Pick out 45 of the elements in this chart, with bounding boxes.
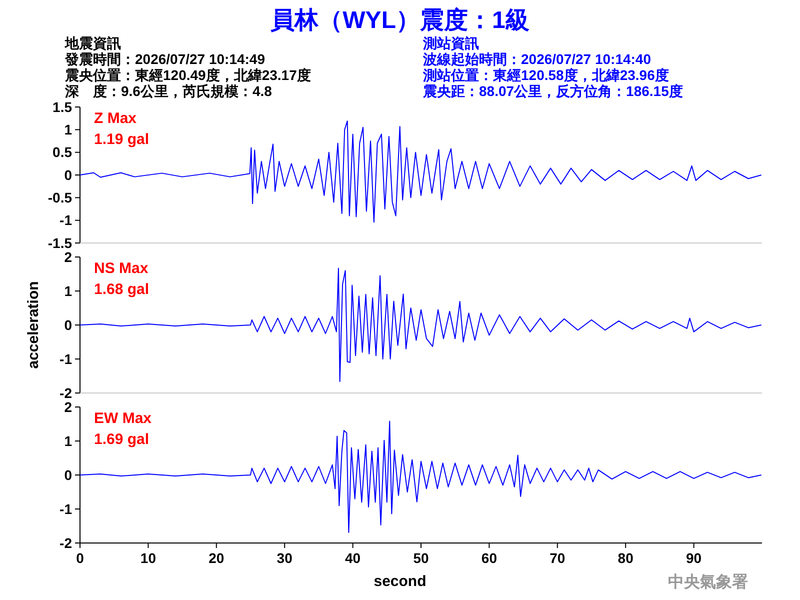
text: 地震資訊 xyxy=(64,35,121,51)
text: 測站資訊 xyxy=(422,35,479,51)
y-tick-label: -1.5 xyxy=(48,234,72,251)
y-tick-label: 0 xyxy=(64,466,72,483)
x-tick-label: 90 xyxy=(686,550,702,566)
text: 震央距：88.07公里，反方位角：186.15度 xyxy=(422,83,683,99)
x-tick-label: 60 xyxy=(481,550,498,566)
annotation: 1.19 gal xyxy=(94,131,150,148)
y-tick-label: 2 xyxy=(64,248,72,265)
y-tick-label: -0.5 xyxy=(48,190,72,206)
x-tick-label: 0 xyxy=(76,550,84,566)
x-tick-label: 20 xyxy=(208,550,224,566)
x-tick-label: 40 xyxy=(345,550,361,566)
text: 中央氣象署 xyxy=(668,573,748,591)
y-tick-label: -2 xyxy=(60,534,72,551)
y-axis-title: acceleration xyxy=(25,281,42,369)
annotation: EW Max xyxy=(94,410,152,427)
y-tick-label: 1 xyxy=(64,282,72,299)
y-tick-label: -2 xyxy=(60,384,72,401)
x-tick-label: 80 xyxy=(618,550,634,566)
text: 測站位置：東經120.58度，北緯23.96度 xyxy=(422,67,669,83)
text: 發震時間：2026/07/27 10:14:49 xyxy=(64,51,266,67)
y-tick-label: -1 xyxy=(60,212,72,228)
text: 波線起始時間：2026/07/27 10:14:40 xyxy=(422,51,652,67)
text: 員林（WYL）震度：1級 xyxy=(270,7,530,34)
y-tick-label: 1.5 xyxy=(52,98,72,115)
text: 震央位置：東經120.49度，北緯23.17度 xyxy=(64,67,311,83)
x-tick-label: 10 xyxy=(140,550,156,566)
y-tick-label: 0 xyxy=(64,166,72,183)
text: 深 度：9.6公里，芮氏規模：4.8 xyxy=(64,83,272,99)
y-tick-label: 0.5 xyxy=(52,144,72,160)
y-tick-label: 2 xyxy=(64,398,72,415)
y-tick-label: -1 xyxy=(60,500,72,517)
y-tick-label: -1 xyxy=(60,350,72,367)
annotation: 1.68 gal xyxy=(94,281,150,298)
y-tick-label: 0 xyxy=(64,316,72,333)
annotation: Z Max xyxy=(94,110,138,127)
y-tick-label: 1 xyxy=(64,432,72,449)
annotation: NS Max xyxy=(94,260,149,277)
annotation: 1.69 gal xyxy=(94,431,150,448)
x-tick-label: 30 xyxy=(276,550,293,566)
x-tick-label: 50 xyxy=(413,550,429,566)
y-tick-label: 1 xyxy=(64,122,72,138)
x-tick-label: 70 xyxy=(550,550,566,566)
x-axis-title: second xyxy=(374,573,426,590)
